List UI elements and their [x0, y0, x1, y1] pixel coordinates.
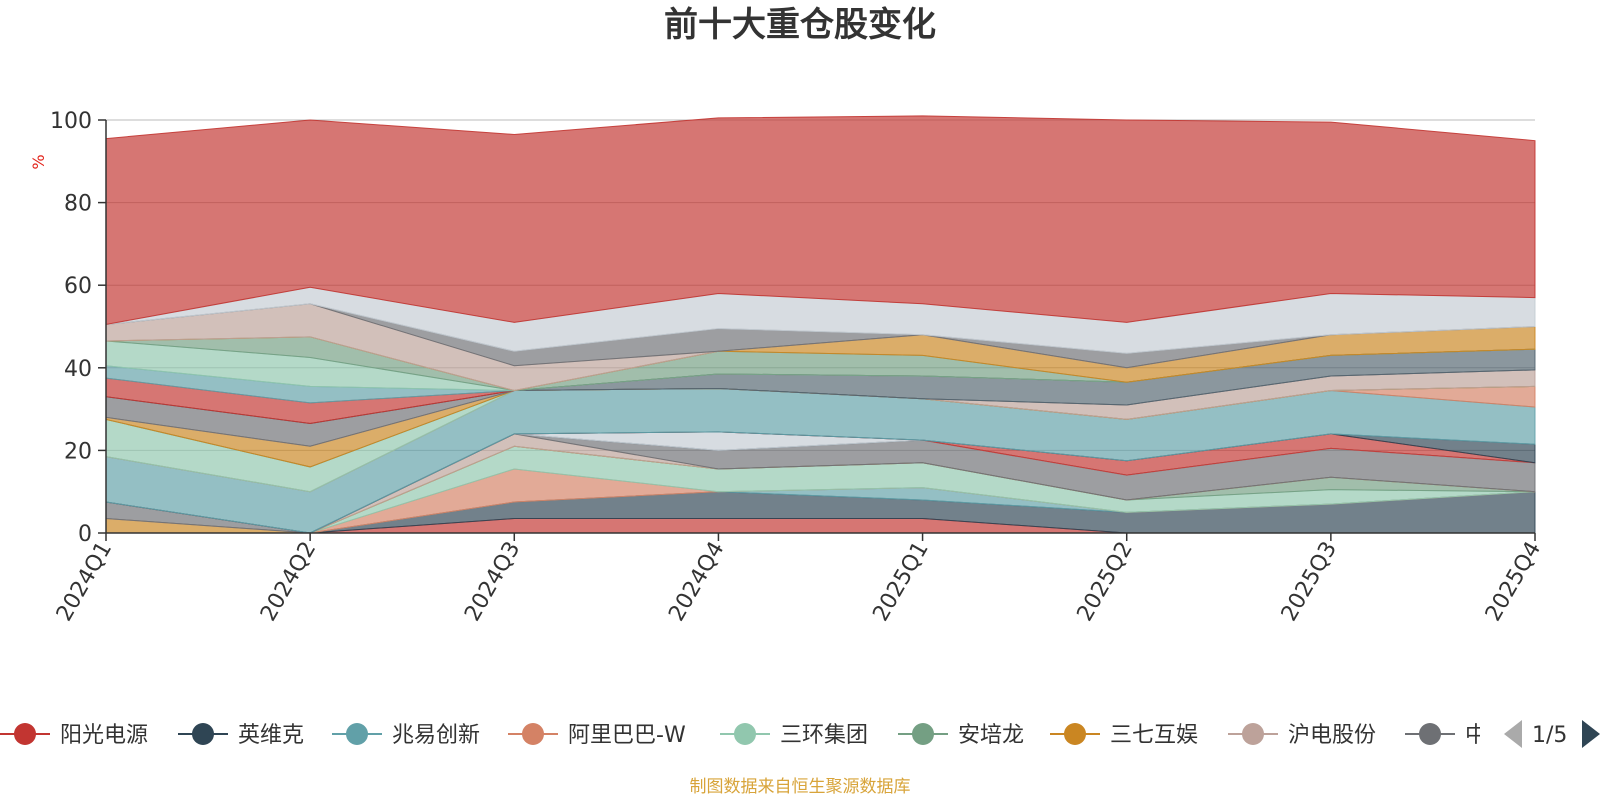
legend-label: 三七互娱	[1110, 723, 1198, 748]
legend-item[interactable]: 英维克	[178, 723, 304, 748]
legend-label: 中	[1465, 723, 1487, 748]
legend-item[interactable]: 沪电股份	[1228, 723, 1376, 748]
source-note: 制图数据来自恒生聚源数据库	[689, 777, 911, 797]
x-tick-label: 2025Q3	[1277, 538, 1342, 626]
x-tick-label: 2024Q3	[460, 538, 525, 626]
x-tick-label: 2024Q4	[664, 538, 729, 626]
y-tick-label: 100	[50, 109, 92, 134]
x-tick-label: 2025Q2	[1073, 538, 1138, 626]
legend-item[interactable]: 三环集团	[720, 723, 868, 748]
legend-marker	[192, 723, 214, 745]
y-tick-label: 0	[78, 522, 92, 547]
legend-marker	[1419, 723, 1441, 745]
legend-label: 三环集团	[780, 723, 868, 748]
legend-item[interactable]: 阳光电源	[0, 723, 148, 748]
legend-marker	[14, 723, 36, 745]
legend-marker	[346, 723, 368, 745]
legend[interactable]: 阳光电源 英维克 兆易创新 阿里巴巴-W 三环集团 安培龙 三七互娱 沪电股份 中 1/5	[0, 720, 1600, 748]
x-tick-label: 2024Q2	[256, 538, 321, 626]
y-tick-label: 20	[64, 439, 92, 464]
y-axis-unit: %	[29, 154, 48, 169]
y-tick-label: 40	[64, 357, 92, 382]
area-series[interactable]	[105, 115, 1536, 326]
legend-label: 阿里巴巴-W	[568, 723, 686, 748]
area-series-group[interactable]	[105, 115, 1536, 534]
legend-label: 阳光电源	[60, 723, 148, 748]
legend-item[interactable]: 中	[1405, 723, 1487, 748]
legend-page-indicator: 1/5	[1532, 723, 1567, 748]
x-tick-label: 2025Q1	[868, 538, 933, 626]
legend-items[interactable]: 阳光电源 英维克 兆易创新 阿里巴巴-W 三环集团 安培龙 三七互娱 沪电股份 中	[0, 723, 1487, 748]
y-tick-label: 60	[64, 274, 92, 299]
legend-marker	[522, 723, 544, 745]
legend-label: 安培龙	[958, 723, 1024, 748]
legend-marker	[912, 723, 934, 745]
legend-item[interactable]: 三七互娱	[1050, 723, 1198, 748]
legend-item[interactable]: 兆易创新	[332, 723, 480, 748]
legend-next-arrow-icon[interactable]	[1582, 720, 1600, 748]
legend-label: 沪电股份	[1288, 723, 1376, 748]
legend-item[interactable]: 安培龙	[898, 723, 1024, 748]
x-tick-label: 2025Q4	[1481, 538, 1546, 626]
legend-marker	[1064, 723, 1086, 745]
legend-label: 兆易创新	[392, 723, 480, 748]
legend-label: 英维克	[238, 723, 304, 748]
legend-marker	[1242, 723, 1264, 745]
y-tick-label: 80	[64, 192, 92, 217]
legend-prev-arrow-icon[interactable]	[1504, 720, 1522, 748]
legend-item[interactable]: 阿里巴巴-W	[508, 723, 686, 748]
chart-title: 前十大重仓股变化	[664, 5, 936, 45]
x-tick-label: 2024Q1	[52, 538, 117, 626]
legend-marker	[734, 723, 756, 745]
